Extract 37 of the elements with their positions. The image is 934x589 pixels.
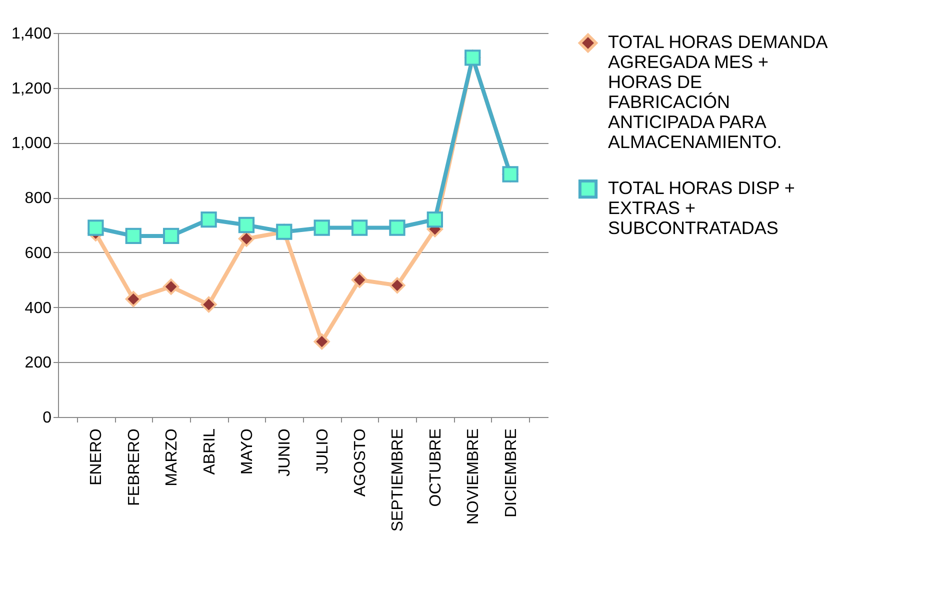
- x-tick-label: AGOSTO: [352, 428, 370, 497]
- y-tick-label: 1,400: [11, 26, 52, 42]
- y-tick-label: 200: [24, 354, 52, 372]
- x-tick-label: NOVIEMBRE: [465, 428, 482, 525]
- point: [238, 216, 255, 234]
- y-tick-label: 1,000: [11, 135, 52, 152]
- y-tick-label: 600: [24, 244, 52, 262]
- point: [125, 228, 142, 244]
- x-tick-label: ABRIL: [201, 428, 218, 475]
- x-tick-label: FEBRERO: [126, 428, 143, 506]
- x-tick-label: DICIEMBRE: [502, 428, 520, 518]
- point: [351, 272, 368, 288]
- point: [125, 290, 142, 308]
- point: [389, 220, 406, 236]
- x-tick-label: MAYO: [238, 428, 256, 474]
- legend-label: TOTAL HORAS DEMANDA AGREGADA MES + HORAS DE FABRICACIÓN ANTICIPADA PARA ALMACENAMIENTO.: [608, 32, 828, 152]
- point: [200, 296, 217, 313]
- y-tick-label: 800: [24, 190, 52, 208]
- legend-label: TOTAL HORAS DISP + EXTRAS + SUBCONTRATADAS: [608, 178, 795, 238]
- point: [426, 211, 443, 228]
- point: [163, 228, 180, 244]
- x-tick-label: MARZO: [164, 428, 181, 486]
- x-tick-label: JULIO: [314, 428, 332, 474]
- point: [314, 334, 330, 350]
- x-tick-label: SEPTIEMBRE: [390, 428, 407, 532]
- point: [389, 277, 406, 294]
- point: [351, 220, 368, 236]
- point: [88, 220, 104, 236]
- y-tick-label: 1,200: [11, 80, 52, 98]
- x-tick-label: ENERO: [88, 428, 106, 486]
- x-tick-label: OCTUBRE: [427, 428, 444, 507]
- point: [200, 211, 217, 228]
- y-tick-label: 0: [42, 410, 52, 426]
- x-tick-label: JUNIO: [276, 428, 294, 476]
- point: [314, 220, 330, 236]
- y-tick-label: 400: [24, 300, 52, 317]
- point: [163, 278, 180, 295]
